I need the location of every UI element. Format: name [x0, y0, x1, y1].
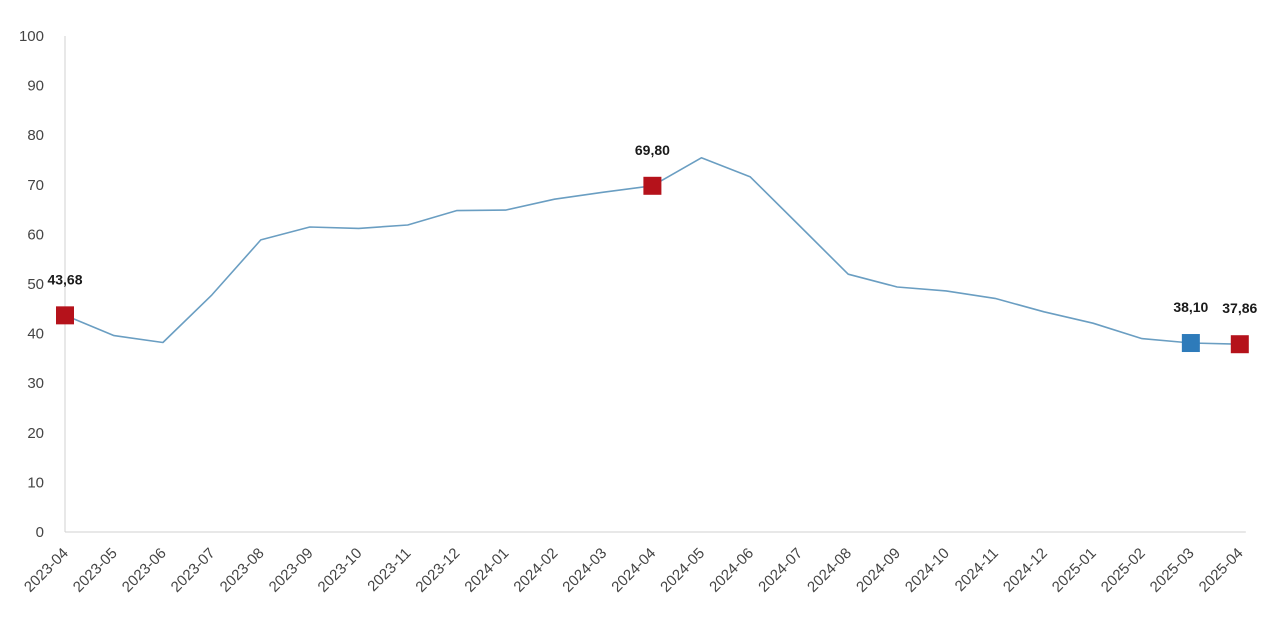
y-tick-label: 10	[27, 474, 44, 491]
x-axis: 2023-042023-052023-062023-072023-082023-…	[21, 531, 1247, 596]
x-tick-label: 2023-04	[21, 545, 72, 596]
x-tick-label: 2025-02	[1098, 545, 1149, 596]
x-tick-label: 2024-05	[657, 545, 708, 596]
x-tick-label: 2023-11	[364, 545, 414, 595]
x-tick-label: 2024-11	[952, 545, 1002, 595]
x-tick-label: 2025-04	[1196, 545, 1247, 596]
data-point-marker	[1181, 334, 1200, 353]
data-label: 37,86	[1222, 300, 1257, 316]
data-point-marker	[56, 306, 74, 325]
data-label: 69,80	[635, 142, 670, 158]
y-tick-label: 80	[27, 127, 44, 144]
x-tick-label: 2024-08	[804, 545, 855, 596]
data-label: 38,10	[1173, 299, 1208, 315]
data-labels-group: 43,68 69,80 38,10 37,86	[47, 142, 1257, 316]
x-tick-label: 2023-05	[70, 545, 121, 596]
x-tick-label: 2024-02	[510, 545, 561, 596]
y-tick-label: 20	[27, 425, 44, 442]
data-label: 43,68	[47, 271, 82, 287]
x-tick-label: 2023-08	[217, 545, 268, 596]
x-tick-label: 2024-07	[755, 545, 806, 596]
x-tick-label: 2025-03	[1147, 545, 1198, 596]
x-tick-label: 2024-06	[706, 545, 757, 596]
y-tick-label: 30	[27, 375, 44, 392]
x-tick-label: 2025-01	[1049, 545, 1100, 596]
x-tick-label: 2024-09	[853, 545, 904, 596]
x-tick-label: 2024-01	[461, 545, 512, 596]
y-tick-label: 60	[27, 226, 44, 243]
y-axis: 0 10 20 30 40 50 60 70 80 90 100	[19, 28, 66, 541]
data-point-marker	[643, 176, 662, 195]
x-tick-label: 2023-09	[266, 545, 317, 596]
x-tick-label: 2023-06	[119, 545, 170, 596]
y-tick-label: 100	[19, 28, 44, 45]
y-tick-label: 0	[36, 524, 44, 541]
x-tick-label: 2024-04	[608, 545, 659, 596]
x-tick-label: 2024-10	[902, 545, 953, 596]
data-point-marker	[1230, 335, 1249, 354]
x-tick-label: 2023-12	[412, 545, 463, 596]
y-tick-label: 70	[27, 177, 44, 194]
x-tick-label: 2023-07	[168, 545, 219, 596]
y-tick-label: 50	[27, 276, 44, 293]
y-tick-label: 90	[27, 78, 44, 95]
markers-group	[56, 176, 1249, 354]
x-tick-label: 2023-10	[315, 545, 366, 596]
x-tick-label: 2024-03	[559, 545, 610, 596]
x-tick-label: 2024-12	[1000, 545, 1051, 596]
y-tick-label: 40	[27, 326, 44, 343]
